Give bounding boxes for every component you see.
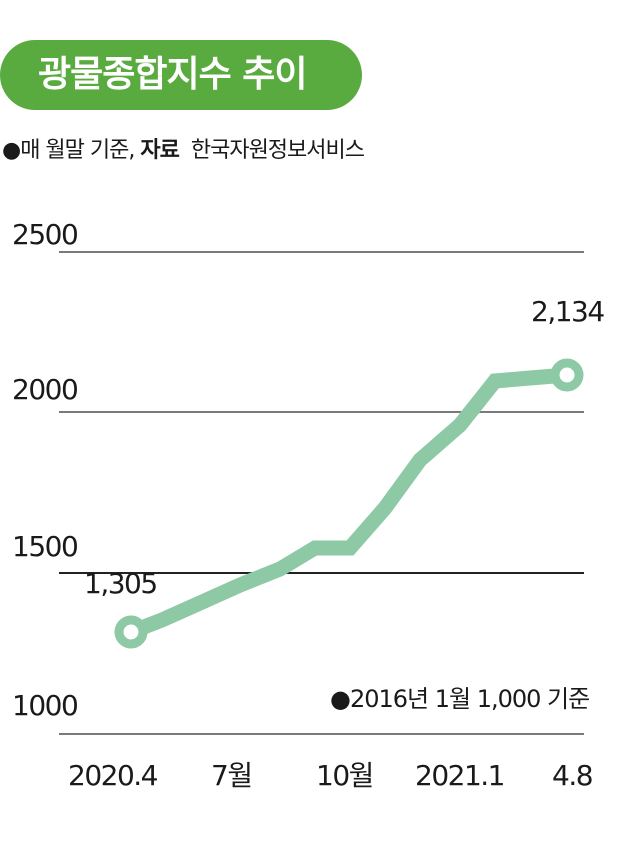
gridline-2500 (59, 251, 584, 253)
start-point-marker (114, 615, 148, 649)
x-tick-7: 7월 (211, 759, 253, 792)
chart-title: 광물종합지수 추이 (38, 54, 307, 95)
subtitle-prefix: ●매 월말 기준, (2, 138, 141, 163)
subtitle-source-label: 자료 (140, 138, 179, 163)
y-tick-2500: 2500 (12, 218, 79, 251)
y-tick-2000: 2000 (12, 373, 79, 406)
end-point-marker (550, 358, 584, 392)
end-value-label: 2,134 (531, 295, 605, 328)
x-tick-10: 10월 (316, 759, 374, 792)
gridline-2000 (59, 411, 584, 413)
x-tick-4-8: 4.8 (552, 759, 594, 792)
x-tick-2020-4: 2020.4 (68, 759, 158, 792)
y-tick-1500: 1500 (12, 530, 79, 563)
gridline-1500 (59, 572, 584, 574)
subtitle-source: 한국자원정보서비스 (178, 138, 365, 163)
index-line (128, 367, 568, 639)
y-tick-1000: 1000 (12, 689, 79, 722)
x-tick-2021-1: 2021.1 (415, 759, 505, 792)
gridline-1000 (59, 733, 584, 735)
start-value-label: 1,305 (84, 567, 158, 600)
title-banner (0, 40, 362, 110)
base-note: ●2016년 1월 1,000 기준 (330, 685, 590, 713)
chart-subtitle: ●매 월말 기준, 자료 한국자원정보서비스 (2, 136, 365, 166)
